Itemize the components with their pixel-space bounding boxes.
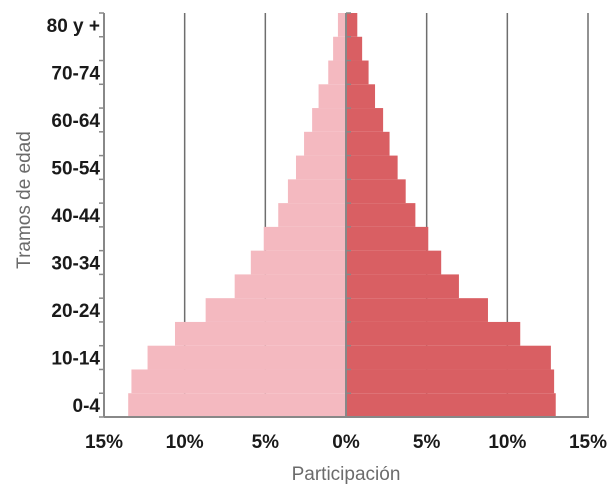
- y-tick-label: 10-14: [51, 349, 100, 370]
- x-tick-label: 0%: [332, 432, 360, 453]
- bar-left: [328, 60, 346, 85]
- x-tick-label: 10%: [166, 432, 204, 453]
- bar-right: [346, 298, 488, 322]
- bar-right: [346, 393, 556, 417]
- y-tick-label: 60-64: [51, 111, 100, 132]
- bar-left: [131, 369, 346, 394]
- bar-left: [337, 13, 346, 37]
- bar-left: [304, 131, 346, 156]
- bar-right: [346, 203, 416, 227]
- y-tick-label: 30-34: [51, 254, 100, 275]
- y-tick-label: 0-4: [73, 396, 101, 417]
- bar-left: [250, 250, 346, 275]
- bar-right: [346, 13, 358, 37]
- x-tick-label: 5%: [413, 432, 441, 453]
- bar-right: [346, 60, 369, 85]
- x-tick-label: 15%: [85, 432, 123, 453]
- x-axis-title: Participación: [292, 464, 401, 485]
- bar-left: [128, 393, 346, 417]
- bar-right: [346, 345, 551, 370]
- bar-left: [263, 226, 346, 251]
- bars: [128, 13, 556, 417]
- x-tick-label: 10%: [488, 432, 526, 453]
- bar-left: [147, 345, 346, 370]
- bar-right: [346, 131, 390, 156]
- y-tick-label: 80 y +: [47, 16, 100, 37]
- y-axis-title: Tramos de edad: [14, 131, 35, 269]
- bar-right: [346, 155, 398, 180]
- bar-right: [346, 250, 442, 275]
- y-tick-label: 70-74: [51, 63, 100, 84]
- x-tick-label: 15%: [569, 432, 607, 453]
- y-tick-label: 20-24: [51, 301, 100, 322]
- bar-right: [346, 369, 555, 394]
- y-tick-label: 50-54: [51, 158, 100, 179]
- tick-labels: 0-4 10-14 20-24 30-34 40-44 50-54 60-64 70-74 80…: [47, 16, 607, 453]
- bar-left: [333, 36, 346, 61]
- bar-left: [205, 298, 346, 322]
- bar-right: [346, 226, 429, 251]
- bar-left: [287, 179, 346, 204]
- bar-left: [295, 155, 346, 180]
- bar-left: [278, 203, 346, 227]
- bar-left: [318, 84, 346, 109]
- bar-right: [346, 36, 363, 61]
- x-tick-label: 5%: [252, 432, 280, 453]
- bar-right: [346, 108, 384, 132]
- bar-left: [312, 108, 346, 132]
- axes: [99, 12, 589, 418]
- bar-right: [346, 274, 459, 299]
- bar-left: [174, 321, 346, 346]
- y-tick-label: 40-44: [51, 206, 100, 227]
- bar-left: [234, 274, 346, 299]
- bar-right: [346, 84, 376, 109]
- bar-right: [346, 179, 406, 204]
- bar-right: [346, 321, 521, 346]
